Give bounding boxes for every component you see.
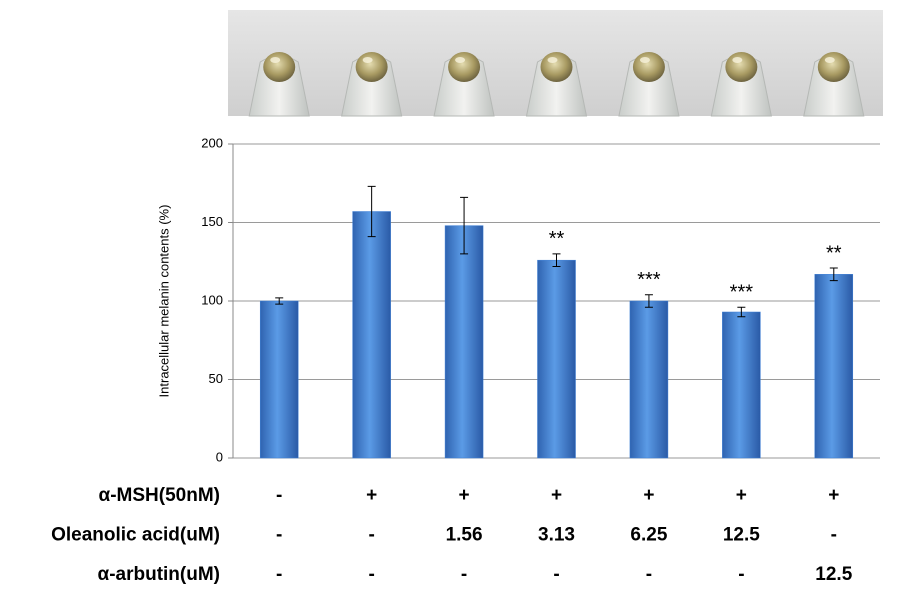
error-bar-line	[552, 253, 561, 267]
bar	[444, 225, 484, 459]
row-value: 12.5	[815, 564, 852, 585]
y-tick-label: 100	[201, 292, 223, 307]
row-value: +	[551, 485, 562, 506]
y-tick-label: 0	[216, 449, 223, 464]
row-value: 12.5	[723, 525, 760, 546]
row-value: 3.13	[538, 525, 575, 546]
error-bar	[737, 306, 746, 318]
error-bar	[829, 267, 838, 282]
y-tick-label: 200	[201, 135, 223, 150]
error-bar	[644, 294, 653, 308]
row-label: Oleanolic acid(uM)	[51, 525, 220, 546]
row-value: -	[553, 564, 559, 585]
y-tick-label: 150	[201, 214, 223, 229]
bar	[722, 311, 761, 459]
row-value: -	[646, 564, 652, 585]
y-tick-label: 50	[209, 371, 223, 386]
pellet	[448, 52, 481, 82]
row-value: -	[276, 485, 282, 506]
error-bar-line	[367, 185, 376, 238]
highlight	[270, 57, 281, 63]
error-bar	[460, 196, 469, 255]
error-bar-line	[460, 196, 469, 255]
row-label: α-arbutin(uM)	[98, 564, 220, 585]
row-value: -	[276, 564, 282, 585]
bar	[814, 274, 854, 459]
error-bar-line	[275, 297, 284, 305]
pellet	[817, 52, 850, 82]
highlight	[362, 57, 373, 63]
highlight	[547, 57, 558, 63]
pellet	[355, 52, 388, 82]
error-bar	[367, 185, 376, 238]
bar	[629, 300, 669, 459]
highlight	[824, 57, 835, 63]
pellet	[725, 52, 758, 82]
bar	[352, 211, 391, 459]
bar	[537, 259, 576, 459]
row-value: -	[368, 525, 374, 546]
tube-photo	[228, 10, 883, 117]
row-value: +	[736, 485, 747, 506]
highlight	[732, 57, 743, 63]
row-value: -	[368, 564, 374, 585]
row-label: α-MSH(50nM)	[99, 485, 220, 506]
pellet	[263, 52, 296, 82]
y-axis-label: Intracellular melanin contents (%)	[156, 205, 171, 398]
error-bar-line	[737, 306, 746, 318]
significance: ***	[637, 269, 661, 291]
row-value: 6.25	[630, 525, 667, 546]
row-value: +	[459, 485, 470, 506]
row-value: 1.56	[446, 525, 483, 546]
significance: **	[549, 228, 565, 250]
row-value: -	[461, 564, 467, 585]
highlight	[639, 57, 650, 63]
highlight	[455, 57, 466, 63]
error-bar-line	[644, 294, 653, 308]
pellet	[632, 52, 665, 82]
error-bar	[275, 297, 284, 305]
error-bar	[552, 253, 561, 267]
row-value: -	[831, 525, 837, 546]
pellet	[540, 52, 573, 82]
row-value: -	[738, 564, 744, 585]
bar	[259, 300, 299, 459]
row-value: -	[276, 525, 282, 546]
error-bar-line	[829, 267, 838, 282]
significance: ***	[730, 282, 754, 304]
row-value: +	[828, 485, 839, 506]
row-value: +	[366, 485, 377, 506]
significance: **	[826, 242, 842, 264]
row-value: +	[643, 485, 654, 506]
